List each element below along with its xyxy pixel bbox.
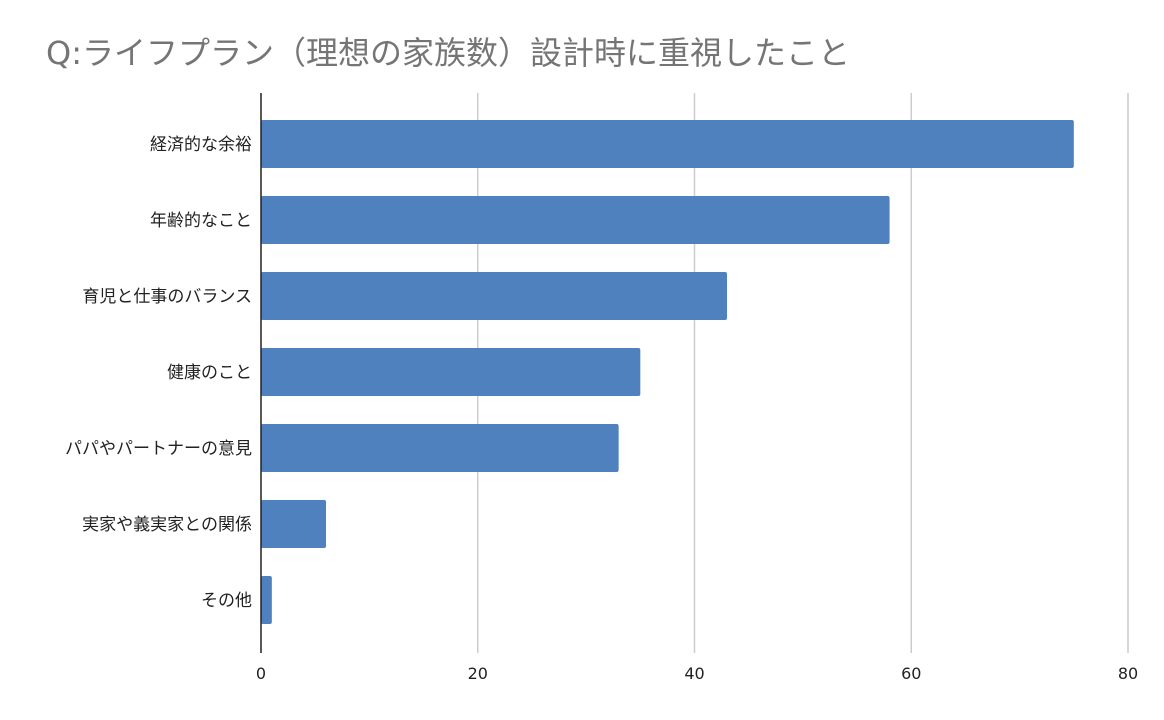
bars [261, 120, 1074, 624]
x-tick-label-20: 20 [468, 664, 488, 683]
category-label-5: パパやパートナーの意見 [65, 439, 252, 459]
bar-5 [261, 424, 619, 472]
x-tick-labels: 0 20 40 60 80 [256, 664, 1138, 683]
category-label-2: 年齢的なこと [150, 211, 252, 231]
bar-3 [261, 272, 728, 320]
bar-6 [261, 500, 327, 548]
bar-7 [261, 576, 272, 624]
x-tick-label-0: 0 [256, 664, 266, 683]
chart-title: Q:ライフプラン（理想の家族数）設計時に重視したこと [46, 34, 850, 72]
bar-1 [261, 120, 1074, 168]
x-tick-label-80: 80 [1118, 664, 1138, 683]
x-tick-label-40: 40 [684, 664, 704, 683]
category-label-3: 育児と仕事のバランス [82, 287, 252, 307]
bar-4 [261, 348, 641, 396]
x-tick-label-60: 60 [901, 664, 921, 683]
category-labels: 経済的な余裕年齢的なこと育児と仕事のバランス健康のことパパやパートナーの意見実家… [65, 135, 252, 611]
category-label-6: 実家や義実家との関係 [82, 515, 252, 535]
gridlines [477, 93, 1129, 653]
category-label-1: 経済的な余裕 [150, 135, 252, 155]
category-label-4: 健康のこと [167, 363, 252, 383]
category-label-7: その他 [201, 591, 252, 611]
bar-2 [261, 196, 890, 244]
